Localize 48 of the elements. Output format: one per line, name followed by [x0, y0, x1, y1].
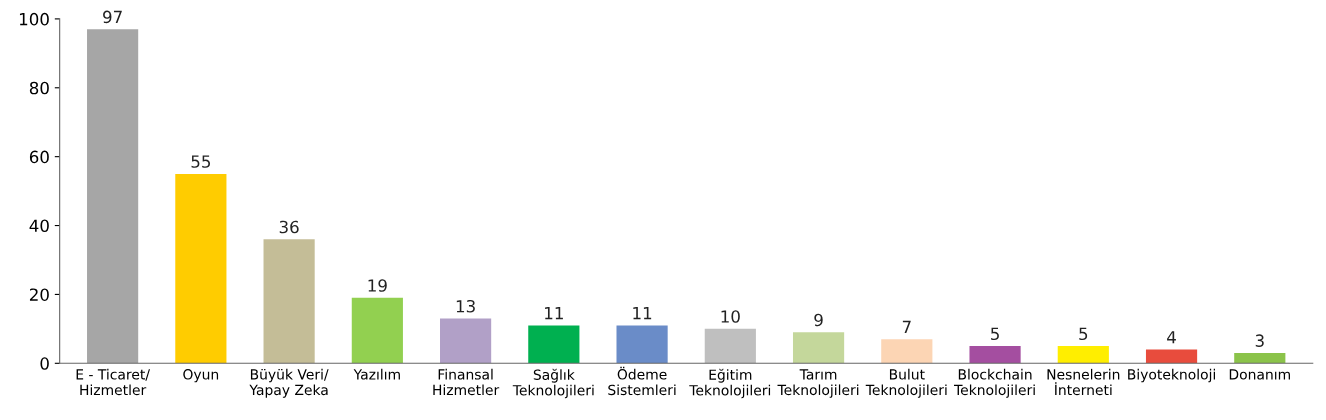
x-tick-label: Blockchain Teknolojileri [953, 368, 1035, 398]
data-label: 11 [633, 307, 652, 320]
x-tick-label: Oyun [183, 369, 219, 383]
data-label: 9 [814, 313, 823, 327]
x-tick-label: Eğitim Teknolojileri [689, 368, 771, 399]
bar [440, 318, 492, 364]
bar [1234, 352, 1286, 364]
bar [792, 332, 845, 364]
x-tick-label: Yazılım [353, 368, 400, 380]
data-label: 3 [1255, 334, 1264, 347]
x-tick-label: Biyoteknoloji [1128, 368, 1215, 383]
y-tick-label: 0 [40, 357, 49, 370]
bar [881, 339, 933, 364]
x-tick-label: Nesnelerin İnterneti [1047, 368, 1120, 396]
y-tick-label: 80 [29, 81, 49, 95]
x-tick-label: Finansal Hizmetler [433, 368, 500, 396]
x-tick-label: Donanım [1229, 369, 1290, 380]
bar [1145, 349, 1198, 364]
data-label: 4 [1167, 331, 1176, 344]
bar [87, 29, 139, 364]
bar [704, 328, 756, 364]
bar [263, 239, 315, 364]
y-tick-label: 40 [29, 219, 49, 233]
y-tick-label: 100 [19, 12, 49, 26]
data-label: 55 [191, 155, 211, 168]
data-label: 5 [991, 327, 999, 341]
data-label: 36 [279, 220, 299, 234]
data-label: 10 [721, 310, 740, 323]
x-tick-label: Ödeme Sistemleri [608, 366, 676, 396]
x-tick-label: Bulut Teknolojileri [865, 368, 947, 398]
y-tick-label: 20 [29, 288, 49, 301]
data-label: 7 [902, 320, 911, 333]
bar [175, 173, 227, 364]
bar [616, 325, 668, 364]
x-tick-label: Büyük Veri/ Yapay Zeka [249, 368, 329, 398]
bar [351, 297, 403, 364]
bar [969, 346, 1021, 364]
x-tick-label: Tarım Teknolojileri [777, 369, 859, 398]
x-tick-label: E - Ticaret/ Hizmetler [76, 368, 150, 396]
data-label: 97 [103, 10, 122, 24]
x-tick-label: Sağlık Teknolojileri [512, 368, 594, 399]
data-label: 11 [545, 307, 563, 320]
y-tick-label: 60 [29, 150, 49, 164]
data-label: 13 [456, 299, 475, 313]
bar [528, 325, 580, 364]
data-label: 19 [368, 279, 387, 292]
bar [1057, 346, 1109, 364]
data-label: 5 [1079, 327, 1088, 341]
